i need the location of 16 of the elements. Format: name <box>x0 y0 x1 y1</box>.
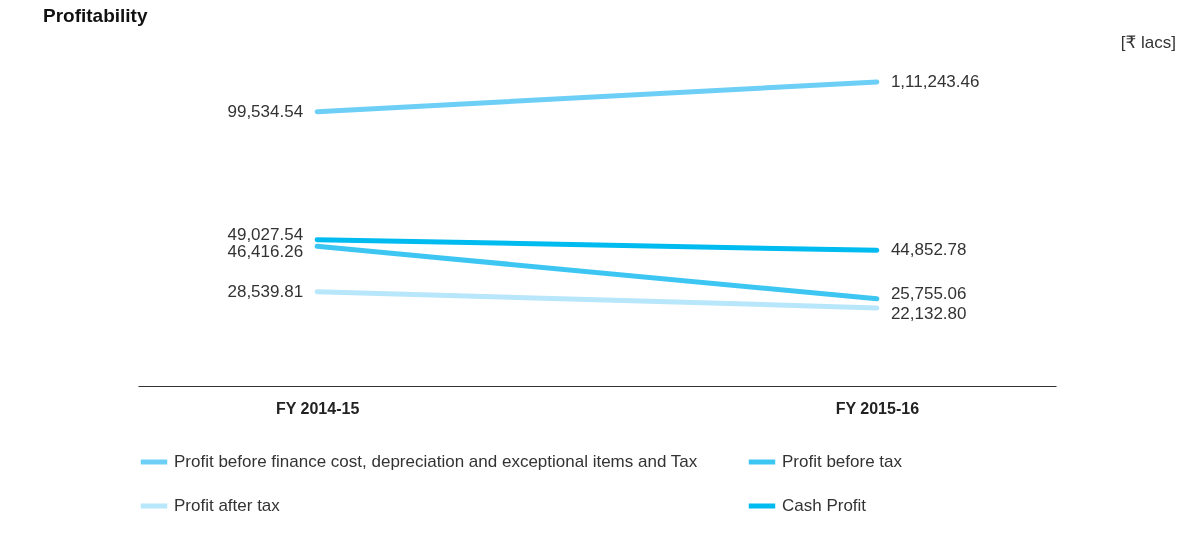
data-label: 1,11,243.46 <box>890 72 980 91</box>
text: [₹ lacs] <box>1120 33 1176 52</box>
x-tick-label: FY 2015-16 <box>835 399 920 417</box>
x-tick-label: FY 2014-15 <box>275 399 360 417</box>
legend-label: Profit before finance cost, depreciation and exceptional items and Tax <box>174 452 698 471</box>
data-label: 25,755.06 <box>890 283 967 303</box>
chart-title: Profitability <box>43 5 148 26</box>
data-label: 49,027.54 <box>227 224 304 244</box>
legend-label: Cash Profit <box>782 496 867 515</box>
data-label: 22,132.80 <box>890 303 967 323</box>
data-label: 99,534.54 <box>227 101 304 121</box>
legend-label: Profit after tax <box>174 496 281 515</box>
data-label: 44,852.78 <box>890 240 967 260</box>
data-label: 46,416.26 <box>227 242 304 262</box>
data-label: 28,539.81 <box>227 281 304 301</box>
legend-label: Profit before tax <box>782 452 903 471</box>
